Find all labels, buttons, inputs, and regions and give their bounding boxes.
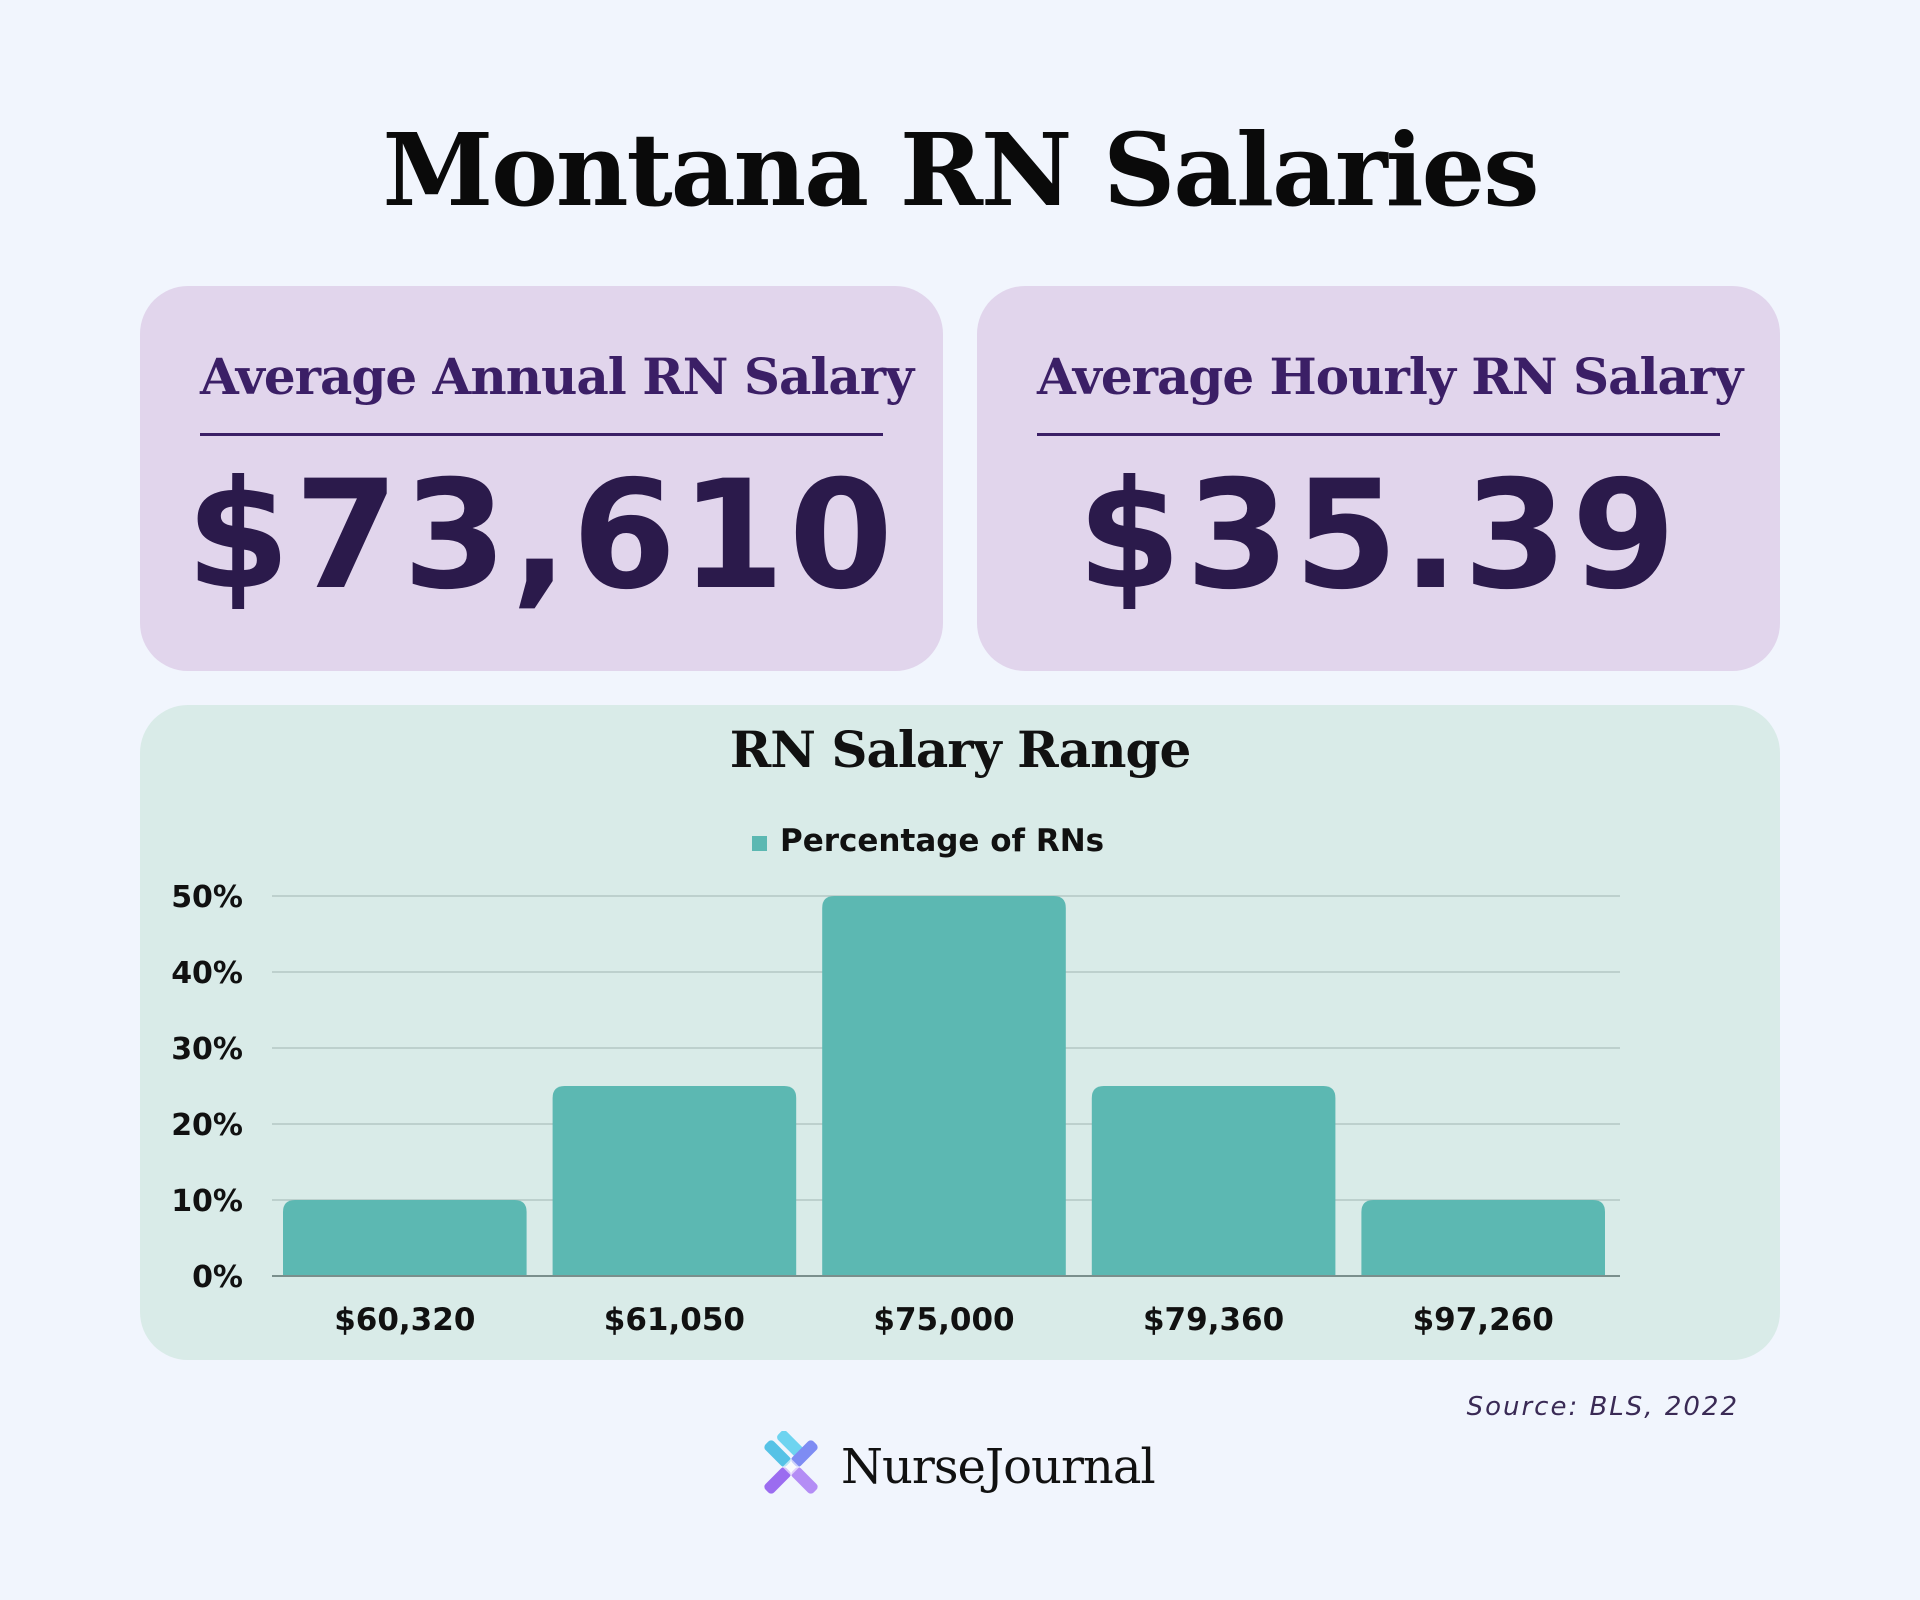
salary-range-chart: RN Salary Range Percentage of RNs 0% 10% 2… (171, 720, 1620, 1338)
legend-swatch (752, 836, 767, 851)
bar (1361, 1200, 1605, 1276)
chart-legend: Percentage of RNs (752, 823, 1104, 859)
y-tick-label: 10% (171, 1184, 243, 1219)
x-tick-label: $97,260 (1413, 1302, 1554, 1338)
annual-salary-card: Average Annual RN Salary $73,610 (140, 286, 943, 671)
brand-name: NurseJournal (841, 1439, 1156, 1495)
annual-salary-divider (200, 433, 883, 436)
salary-range-chart-panel: RN Salary Range Percentage of RNs 0% 10% 2… (140, 705, 1780, 1360)
bar (552, 1086, 797, 1276)
nursejournal-logo-icon (764, 1431, 818, 1494)
y-tick-label: 0% (192, 1260, 243, 1295)
hourly-salary-value: $35.39 (1077, 449, 1680, 623)
hourly-salary-label: Average Hourly RN Salary (1037, 347, 1743, 406)
bar (283, 1200, 527, 1276)
annual-salary-label: Average Annual RN Salary (200, 347, 914, 406)
x-tick-label: $75,000 (873, 1302, 1014, 1338)
hourly-salary-card: Average Hourly RN Salary $35.39 (977, 286, 1780, 671)
chart-y-axis: 0% 10% 20% 30% 40% 50% (171, 880, 243, 1295)
y-tick-label: 20% (171, 1108, 243, 1143)
source-note: Source: BLS, 2022 (1466, 1392, 1739, 1422)
hourly-salary-divider (1037, 433, 1720, 436)
y-tick-label: 30% (171, 1032, 243, 1067)
chart-bars (272, 896, 1620, 1277)
bar (822, 896, 1066, 1276)
x-tick-label: $60,320 (334, 1302, 475, 1338)
chart-title: RN Salary Range (730, 720, 1191, 779)
x-tick-label: $61,050 (604, 1302, 745, 1338)
page-title: Montana RN Salaries (382, 111, 1539, 229)
y-tick-label: 50% (171, 880, 243, 915)
x-tick-label: $79,360 (1143, 1302, 1284, 1338)
y-tick-label: 40% (171, 956, 243, 991)
annual-salary-value: $73,610 (185, 449, 898, 623)
brand-footer: NurseJournal (755, 1431, 1156, 1502)
bar (1091, 1086, 1336, 1276)
legend-label: Percentage of RNs (780, 823, 1104, 859)
chart-x-axis: $60,320 $61,050 $75,000 $79,360 $97,260 (334, 1302, 1554, 1338)
